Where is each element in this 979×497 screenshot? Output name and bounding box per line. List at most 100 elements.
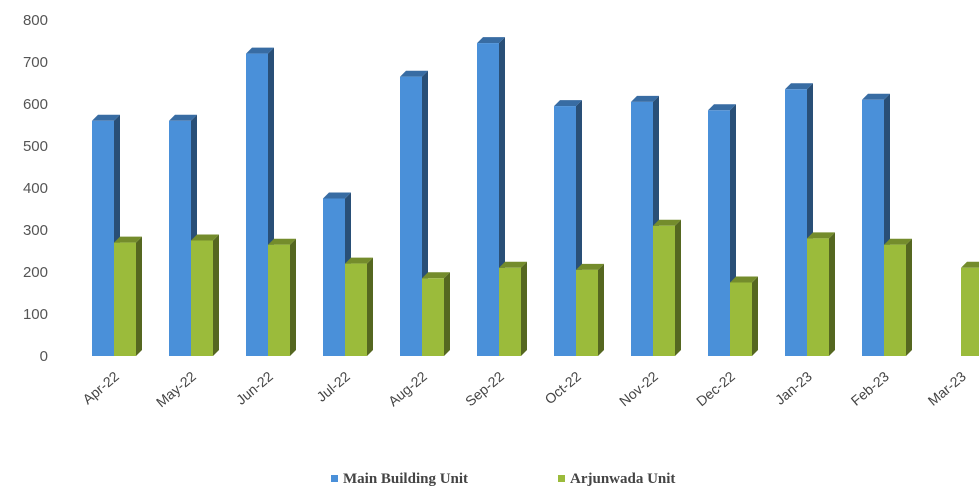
y-tick-label: 700	[23, 54, 48, 71]
y-tick-label: 300	[23, 222, 48, 239]
y-tick-label: 400	[23, 180, 48, 197]
bars	[92, 37, 979, 357]
bar-front	[477, 43, 499, 356]
y-tick-label: 200	[23, 264, 48, 281]
bar-front	[708, 110, 730, 356]
x-tick-label: Apr-22	[79, 368, 122, 407]
bar-arjunwada-unit-apr-22	[114, 236, 142, 356]
bar-arjunwada-unit-nov-22	[653, 219, 681, 356]
bar-top	[807, 232, 835, 239]
x-tick-label: Feb-23	[848, 368, 892, 409]
bar-side	[906, 238, 912, 356]
bar-top	[631, 95, 659, 102]
x-tick-label: Mar-23	[925, 368, 969, 409]
bar-side	[213, 234, 219, 356]
bar-top	[92, 114, 120, 121]
bar-top	[323, 192, 351, 199]
bar-front	[246, 53, 268, 356]
bar-front	[92, 120, 114, 356]
bar-front	[169, 120, 191, 356]
bar-top	[422, 272, 450, 279]
x-tick-label: Sep-22	[462, 368, 507, 409]
bar-main-building-unit-aug-22	[400, 70, 428, 356]
y-tick-label: 500	[23, 138, 48, 155]
bar-front	[345, 263, 367, 356]
bar-top	[576, 263, 604, 270]
x-tick-label: Oct-22	[541, 368, 584, 407]
bar-front	[730, 282, 752, 356]
bar-top	[554, 100, 582, 107]
legend-label-main-building-unit: Main Building Unit	[343, 471, 468, 487]
bar-arjunwada-unit-feb-23	[884, 238, 912, 356]
bar-front	[807, 238, 829, 356]
bar-front	[576, 269, 598, 356]
bar-front	[653, 225, 675, 356]
y-tick-label: 100	[23, 306, 48, 323]
bar-arjunwada-unit-sep-22	[499, 261, 527, 356]
bar-top	[345, 257, 373, 264]
bar-top	[191, 234, 219, 241]
bar-front	[422, 278, 444, 356]
bar-top	[653, 219, 681, 226]
bar-arjunwada-unit-oct-22	[576, 263, 604, 356]
bar-top	[477, 37, 505, 44]
x-tick-label: May-22	[153, 368, 199, 410]
x-tick-label: Jan-23	[772, 368, 815, 408]
bar-arjunwada-unit-dec-22	[730, 276, 758, 356]
bar-front	[268, 244, 290, 356]
x-tick-label: Aug-22	[385, 368, 430, 409]
legend: Main Building Unit Arjunwada Unit	[331, 471, 675, 487]
bar-side	[444, 272, 450, 356]
bar-top	[169, 114, 197, 121]
bar-side	[290, 238, 296, 356]
bar-top	[400, 70, 428, 77]
bar-top	[961, 261, 979, 268]
bar-top	[268, 238, 296, 245]
bar-front	[884, 244, 906, 356]
bar-side	[598, 263, 604, 356]
y-tick-label: 800	[23, 12, 48, 29]
bar-top	[884, 238, 912, 245]
bar-front	[961, 267, 979, 356]
x-axis: Apr-22 May-22 Jun-22 Jul-22 Aug-22 Sep-22 Oct-…	[79, 368, 969, 410]
bar-arjunwada-unit-jun-22	[268, 238, 296, 356]
bar-front	[785, 89, 807, 357]
bar-front	[862, 99, 884, 357]
legend-label-arjunwada-unit: Arjunwada Unit	[570, 471, 675, 487]
bar-side	[136, 236, 142, 356]
x-tick-label: Nov-22	[616, 368, 661, 409]
bar-top	[785, 83, 813, 90]
bar-side	[367, 257, 373, 356]
bar-arjunwada-unit-mar-23	[961, 261, 979, 356]
bar-top	[862, 93, 890, 100]
legend-swatch-arjunwada-unit	[558, 475, 565, 482]
y-tick-label: 0	[40, 348, 48, 365]
bar-front	[631, 101, 653, 357]
x-tick-label: Dec-22	[693, 368, 738, 409]
bar-top	[499, 261, 527, 268]
y-tick-label: 600	[23, 96, 48, 113]
bar-arjunwada-unit-jul-22	[345, 257, 373, 356]
bar-front	[114, 242, 136, 356]
bar-front	[499, 267, 521, 356]
bar-side	[675, 219, 681, 356]
bar-front	[400, 76, 422, 356]
bar-top	[246, 47, 274, 54]
bar-side	[752, 276, 758, 356]
bar-top	[708, 104, 736, 111]
bar-side	[521, 261, 527, 356]
x-tick-label: Jul-22	[313, 368, 353, 405]
bar-top	[114, 236, 142, 243]
bar-front	[191, 240, 213, 356]
bar-front	[323, 198, 345, 356]
bar-top	[730, 276, 758, 283]
bar-side	[829, 232, 835, 356]
bar-front	[554, 106, 576, 356]
bar-arjunwada-unit-jan-23	[807, 232, 835, 356]
x-tick-label: Jun-22	[233, 368, 276, 408]
legend-swatch-main-building-unit	[331, 475, 338, 482]
bar-arjunwada-unit-aug-22	[422, 272, 450, 356]
bar-arjunwada-unit-may-22	[191, 234, 219, 356]
y-axis: 0 100 200 300 400 500 600 700 800	[23, 12, 48, 365]
